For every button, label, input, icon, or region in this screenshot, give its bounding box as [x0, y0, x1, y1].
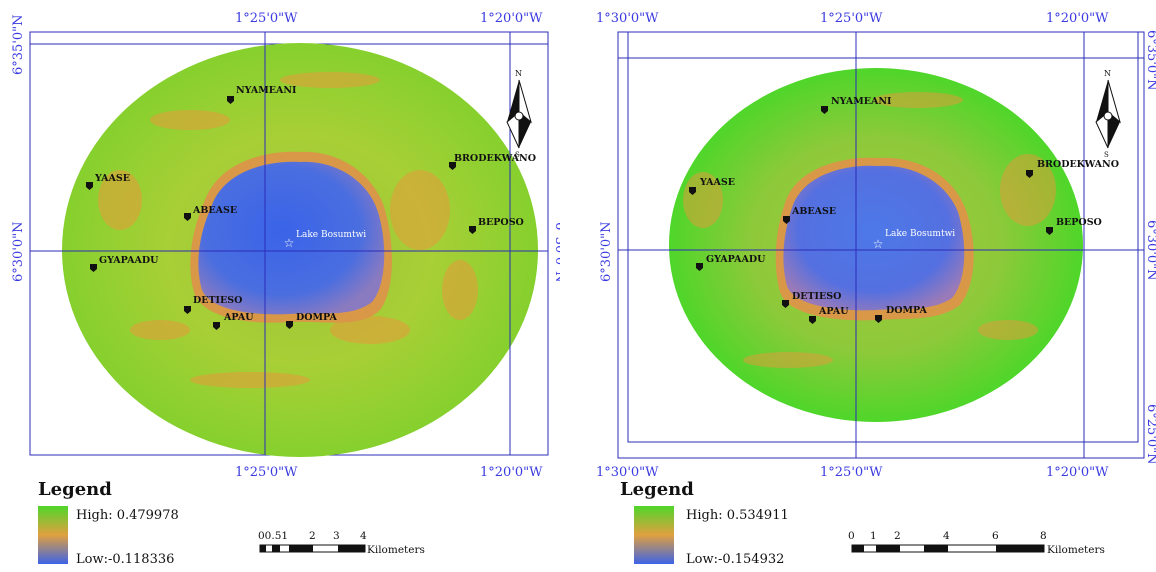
- coord-right: 6°25'0"N: [1144, 404, 1156, 465]
- map-left-svg: 1°25'0"W 1°20'0"W 1°25'0"W 1°20'0"W 6°35…: [11, 11, 567, 567]
- svg-text:Kilometers: Kilometers: [1047, 544, 1105, 556]
- place-markers: [86, 96, 476, 330]
- place-label: NYAMEANI: [831, 96, 892, 107]
- lake-bosumtwi: [198, 161, 385, 315]
- svg-text:2: 2: [309, 530, 316, 542]
- svg-text:2: 2: [894, 530, 901, 542]
- legend-title: Legend: [38, 479, 112, 500]
- coord-bottom: 1°20'0"W: [1046, 465, 1109, 480]
- place-label: DOMPA: [886, 305, 927, 316]
- lake-star-icon: ☆: [873, 237, 884, 251]
- svg-text:8: 8: [1040, 530, 1047, 542]
- coord-top: 1°25'0"W: [820, 11, 883, 26]
- legend-high: High: 0.479978: [76, 508, 179, 523]
- legend-title: Legend: [620, 479, 694, 500]
- svg-text:Kilometers: Kilometers: [367, 544, 425, 556]
- svg-text:0: 0: [848, 530, 855, 542]
- lake-label: Lake Bosumtwi: [296, 230, 366, 240]
- svg-text:00.51: 00.51: [258, 530, 288, 542]
- svg-text:4: 4: [943, 530, 950, 542]
- coord-bottom: 1°25'0"W: [235, 465, 298, 480]
- lake-star-icon: ☆: [284, 236, 295, 250]
- legend-low: Low:-0.154932: [686, 552, 784, 567]
- svg-text:4: 4: [360, 530, 367, 542]
- place-label: BRODEKWANO: [454, 153, 536, 164]
- coord-bottom: 1°30'0"W: [596, 465, 659, 480]
- legend-high: High: 0.534911: [686, 508, 789, 523]
- raster-texture: [98, 72, 478, 388]
- place-label: DETIESO: [792, 291, 841, 302]
- north-arrow-icon: N S: [1095, 69, 1121, 159]
- svg-text:N: N: [1104, 69, 1111, 78]
- coord-top: 1°20'0"W: [480, 11, 543, 26]
- svg-text:S: S: [1104, 151, 1109, 159]
- place-label: APAU: [818, 306, 849, 317]
- coord-left: 6°35'0"N: [11, 14, 26, 75]
- lake-bosumtwi: [783, 165, 965, 311]
- coord-left: 6°30'0"N: [11, 221, 26, 282]
- map-panel-left: 1°25'0"W 1°20'0"W 1°25'0"W 1°20'0"W 6°35…: [0, 0, 567, 568]
- legend-low: Low:-0.118336: [76, 552, 174, 567]
- place-label: GYAPAADU: [99, 255, 159, 266]
- north-arrow-icon: N S: [506, 69, 532, 159]
- svg-text:S: S: [515, 151, 520, 159]
- svg-text:3: 3: [333, 530, 340, 542]
- legend-ramp: [38, 506, 68, 564]
- place-label: YAASE: [94, 173, 130, 184]
- svg-text:1: 1: [870, 530, 877, 542]
- map-right-svg: 1°30'0"W 1°25'0"W 1°20'0"W 1°30'0"W 1°25…: [596, 11, 1156, 567]
- place-markers: [689, 106, 1053, 324]
- place-label: ABEASE: [192, 205, 237, 216]
- place-label: DETIESO: [193, 295, 242, 306]
- place-label: YAASE: [699, 177, 735, 188]
- place-label: BRODEKWANO: [1037, 159, 1119, 170]
- place-label: BEPOSO: [1056, 217, 1102, 228]
- place-label: APAU: [223, 312, 254, 323]
- lake-label: Lake Bosumtwi: [885, 229, 955, 239]
- place-label: GYAPAADU: [706, 254, 766, 265]
- coord-left: 6°30'0"N: [599, 221, 614, 282]
- scale-bar: 00.51 2 3 4 Kilometers: [258, 530, 425, 556]
- coord-right: 6°30'0"N: [1144, 220, 1156, 281]
- coord-right: 6°35'0"N: [1144, 30, 1156, 91]
- svg-text:6: 6: [992, 530, 999, 542]
- coord-top: 1°30'0"W: [596, 11, 659, 26]
- coord-bottom: 1°25'0"W: [820, 465, 883, 480]
- coord-top: 1°20'0"W: [1046, 11, 1109, 26]
- raster-texture: [683, 92, 1056, 368]
- legend-ramp: [634, 506, 674, 564]
- coord-right: 6°30'0"N: [552, 222, 560, 283]
- map-panel-right: 1°30'0"W 1°25'0"W 1°20'0"W 1°30'0"W 1°25…: [588, 0, 1156, 568]
- place-label: NYAMEANI: [236, 85, 297, 96]
- place-label: DOMPA: [296, 312, 337, 323]
- place-label: ABEASE: [791, 206, 836, 217]
- coord-bottom: 1°20'0"W: [480, 465, 543, 480]
- coord-top: 1°25'0"W: [235, 11, 298, 26]
- place-label: BEPOSO: [478, 217, 524, 228]
- scale-bar: 0 1 2 4 6 8 Kilometers: [848, 530, 1105, 556]
- svg-text:N: N: [515, 69, 522, 78]
